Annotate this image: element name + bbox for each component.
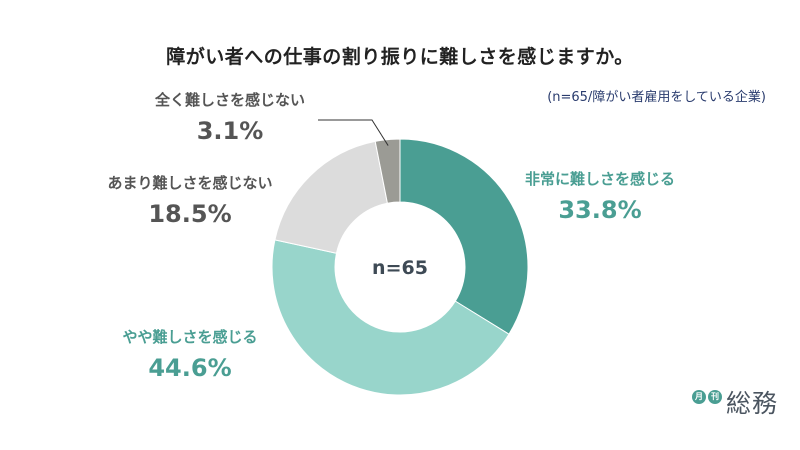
brand-name: 総務 (726, 389, 779, 418)
slice-value-4: 3.1% (197, 117, 264, 145)
pie-slice-4 (374, 138, 401, 204)
pie-slice-1 (399, 138, 529, 335)
pie-slice-2 (271, 239, 510, 396)
slice-value-3: 18.5% (148, 200, 231, 228)
center-label: n=65 (372, 257, 428, 279)
chart-title: 障がい者への仕事の割り振りに難しさを感じますか。 (166, 46, 634, 68)
brand-logo: 月 刊 総務 (692, 384, 788, 420)
slice-label-2: やや難しさを感じる (122, 328, 257, 346)
slice-label-1: 非常に難しさを感じる (525, 170, 675, 188)
pie-slice-3 (274, 140, 389, 254)
slice-value-1: 33.8% (558, 196, 641, 224)
leader-line (318, 119, 389, 146)
brand-tag-1: 月 (692, 390, 706, 404)
chart-subtitle: (n=65/障がい者雇用をしている企業) (547, 90, 766, 105)
slice-value-2: 44.6% (148, 354, 231, 382)
slice-label-4: 全く難しさを感じない (154, 91, 305, 109)
slice-label-3: あまり難しさを感じない (107, 174, 272, 192)
brand-tag-2: 刊 (708, 390, 722, 404)
